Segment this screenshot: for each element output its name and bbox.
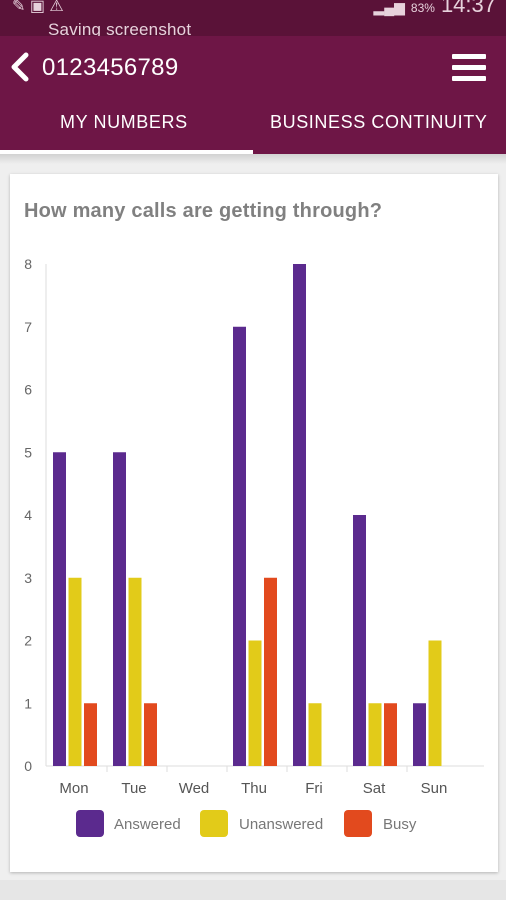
tab-business-continuity[interactable]: BUSINESS CONTINUITY	[270, 112, 488, 132]
status-right: ▂▄▆ 83% 14:37	[373, 0, 496, 18]
bar-answered-sat	[353, 515, 366, 766]
back-chevron-icon[interactable]	[6, 50, 34, 84]
y-tick-label: 4	[24, 507, 32, 523]
legend-label-busy: Busy	[383, 816, 417, 833]
status-notification-text: Saving screenshot	[48, 20, 192, 36]
signal-icon: ▂▄▆	[373, 0, 405, 15]
app-bar-shadow	[0, 154, 506, 164]
legend-label-answered: Answered	[114, 816, 181, 833]
legend-swatch-busy	[344, 810, 372, 837]
notification-icons: ✎ ▣ ⚠	[12, 0, 64, 15]
bar-answered-tue	[113, 452, 126, 766]
y-tick-label: 1	[24, 695, 32, 711]
y-tick-label: 5	[24, 444, 32, 460]
calls-bar-chart: 0 1 2 3 4 5 6 7 8 Mon Tue Wed Thu Fri Sat Sun Answered Un…	[24, 256, 484, 837]
y-tick-label: 3	[24, 570, 32, 586]
y-tick-label: 0	[24, 758, 32, 774]
x-tick-label-tue: Tue	[121, 780, 146, 797]
bar-unanswered-sat	[368, 703, 382, 766]
page-title: 0123456789	[42, 54, 179, 81]
active-tab-indicator	[0, 150, 253, 154]
tab-my-numbers[interactable]: MY NUMBERS	[60, 112, 188, 132]
legend-swatch-answered	[76, 810, 104, 837]
bar-answered-mon	[53, 452, 66, 766]
bar-answered-sun	[413, 703, 426, 766]
bar-busy-mon	[84, 703, 97, 766]
app-bar: 0123456789 MY NUMBERS BUSINESS CONTINUIT…	[0, 36, 506, 154]
legend-label-unanswered: Unanswered	[239, 816, 323, 833]
bar-unanswered-thu	[248, 640, 262, 766]
x-tick-label-fri: Fri	[305, 780, 323, 797]
legend-swatch-unanswered	[200, 810, 228, 837]
bar-busy-tue	[144, 703, 157, 766]
battery-percent: 83%	[410, 1, 435, 15]
bar-answered-fri	[293, 264, 306, 766]
bar-unanswered-tue	[128, 577, 142, 766]
y-tick-label: 8	[24, 256, 32, 272]
x-tick-label-mon: Mon	[59, 780, 88, 797]
bar-unanswered-mon	[68, 577, 82, 766]
x-tick-label-wed: Wed	[179, 780, 210, 797]
bar-answered-thu	[233, 326, 246, 766]
y-tick-label: 7	[24, 319, 32, 335]
bottom-strip	[0, 880, 506, 900]
bar-unanswered-sun	[428, 640, 442, 766]
y-tick-label: 2	[24, 633, 32, 649]
hamburger-menu-icon[interactable]	[452, 52, 486, 84]
status-bar: ✎ ▣ ⚠ Saving screenshot ▂▄▆ 83% 14:37	[0, 0, 506, 36]
status-time: 14:37	[440, 0, 496, 17]
bar-busy-thu	[264, 577, 277, 766]
y-tick-label: 6	[24, 382, 32, 398]
bar-busy-sat	[384, 703, 397, 766]
x-tick-label-sat: Sat	[363, 780, 386, 797]
chart-card: How many calls are getting through? 0 1 2 3…	[10, 174, 498, 872]
x-tick-label-thu: Thu	[241, 780, 267, 797]
chart-title: How many calls are getting through?	[24, 200, 383, 222]
x-tick-label-sun: Sun	[421, 780, 448, 797]
bar-unanswered-fri	[308, 703, 322, 766]
